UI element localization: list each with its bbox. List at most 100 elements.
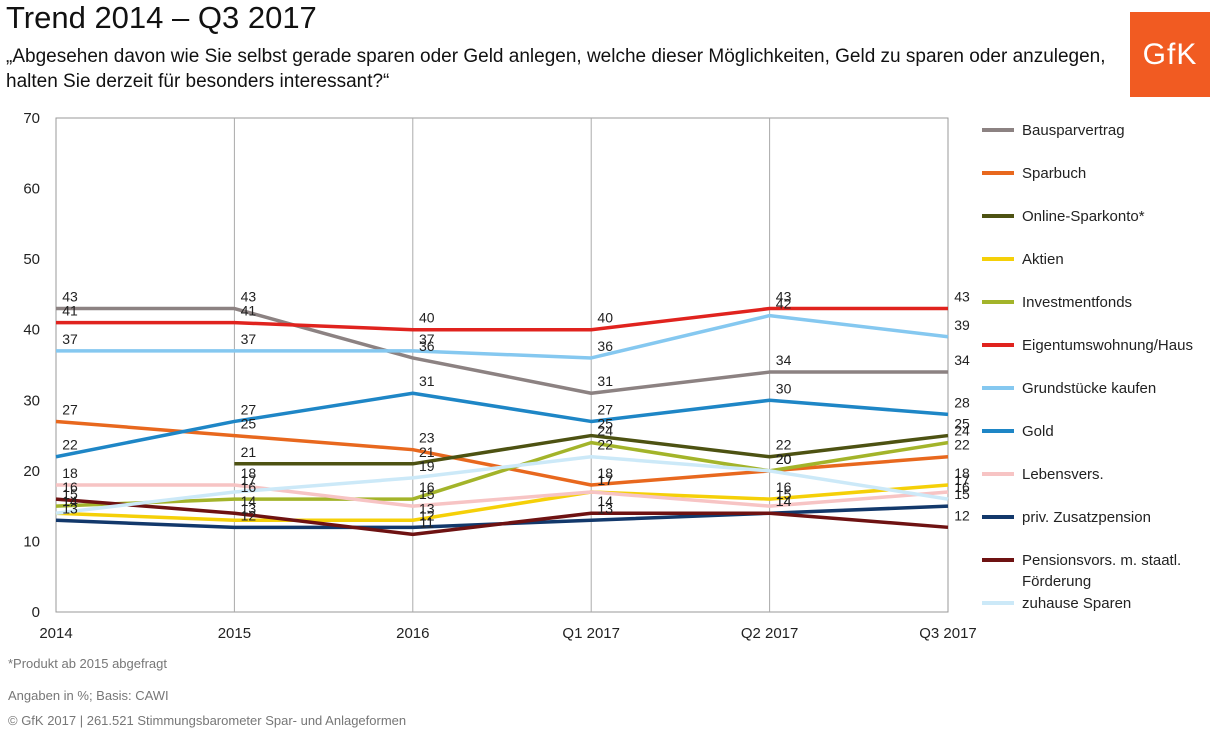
data-label: 28	[954, 394, 970, 410]
data-label: 41	[62, 303, 78, 319]
data-label: 16	[241, 479, 257, 495]
x-tick-label: Q1 2017	[562, 625, 620, 642]
data-label: 12	[419, 507, 435, 523]
data-label: 43	[62, 289, 78, 305]
data-label: 24	[954, 423, 970, 439]
legend-label: Eigentumswohnung/Haus	[1022, 337, 1193, 354]
legend-label: priv. Zusatzpension	[1022, 509, 1151, 526]
legend-label: Grundstücke kaufen	[1022, 380, 1156, 397]
data-label: 24	[597, 423, 613, 439]
series-line	[56, 483, 949, 508]
x-tick-label: 2014	[39, 625, 72, 642]
data-label: 31	[419, 373, 435, 389]
data-label: 30	[776, 380, 792, 396]
x-tick-label: 2016	[396, 625, 429, 642]
data-label: 37	[62, 331, 78, 347]
legend-label-continued: Förderung	[1022, 573, 1091, 590]
y-tick-label: 20	[23, 463, 40, 480]
data-label: 27	[62, 401, 78, 417]
x-tick-label: Q3 2017	[919, 625, 977, 642]
data-label: 36	[419, 338, 435, 354]
y-tick-label: 0	[32, 604, 40, 621]
footnote-basis: Angaben in %; Basis: CAWI	[8, 688, 169, 703]
series-line	[55, 483, 949, 523]
y-tick-label: 50	[23, 251, 40, 268]
data-label: 13	[241, 500, 257, 516]
data-label: 17	[241, 472, 257, 488]
data-label: 34	[776, 352, 792, 368]
data-label: 20	[776, 451, 792, 467]
data-label: 39	[954, 317, 970, 333]
data-label: 15	[776, 486, 792, 502]
data-label: 16	[954, 479, 970, 495]
data-label: 43	[954, 289, 970, 305]
data-label: 34	[954, 352, 970, 368]
series-line	[55, 440, 949, 508]
series-line	[55, 391, 949, 459]
data-label: 15	[419, 486, 435, 502]
data-label: 16	[62, 479, 78, 495]
legend-label: Bausparvertrag	[1022, 122, 1125, 139]
data-label: 12	[954, 507, 970, 523]
series-line	[234, 433, 949, 466]
series-line	[55, 454, 949, 515]
data-label: 40	[597, 310, 613, 326]
data-label: 27	[597, 401, 613, 417]
y-tick-label: 40	[23, 322, 40, 339]
series-line	[56, 313, 949, 360]
series-layer	[55, 306, 949, 537]
data-label: 27	[241, 401, 257, 417]
legend-label: Investmentfonds	[1022, 294, 1132, 311]
legend-label: Aktien	[1022, 251, 1064, 268]
data-label: 22	[776, 437, 792, 453]
data-label: 25	[241, 416, 257, 432]
data-label: 14	[597, 493, 613, 509]
data-label: 14	[776, 493, 792, 509]
data-label: 12	[241, 507, 257, 523]
legend: Bausparvertrag Sparbuch Online-Sparkonto* A…	[982, 122, 1193, 612]
data-label: 16	[776, 479, 792, 495]
data-label: 41	[241, 303, 257, 319]
data-label: 13	[597, 500, 613, 516]
legend-label: Gold	[1022, 423, 1054, 440]
data-label: 20	[776, 451, 792, 467]
data-label: 14	[776, 493, 792, 509]
data-label: 18	[597, 465, 613, 481]
data-label: 31	[597, 373, 613, 389]
data-label: 22	[62, 437, 78, 453]
data-label: 18	[62, 465, 78, 481]
data-label: 14	[241, 493, 257, 509]
data-label: 22	[597, 437, 613, 453]
chart-title: Trend 2014 – Q3 2017	[6, 0, 317, 35]
legend-label: Online-Sparkonto*	[1022, 208, 1145, 225]
data-label: 15	[954, 486, 970, 502]
copyright-text: © GfK 2017 | 261.521 Stimmungsbarometer …	[8, 713, 407, 728]
data-label: 20	[776, 451, 792, 467]
plot-frame	[55, 117, 949, 613]
data-label: 23	[419, 430, 435, 446]
data-label: 37	[419, 331, 435, 347]
legend-label: Pensionsvors. m. staatl.	[1022, 552, 1181, 569]
gfk-logo: GfK	[1130, 12, 1210, 97]
data-label: 11	[420, 514, 435, 530]
data-label: 17	[954, 472, 970, 488]
data-label: 22	[954, 437, 970, 453]
data-label: 37	[241, 331, 257, 347]
data-label: 25	[954, 416, 970, 432]
data-label: 18	[241, 465, 257, 481]
data-label: 14	[62, 493, 78, 509]
chart-subtitle: „Abgesehen davon wie Sie selbst gerade s…	[6, 46, 1106, 92]
data-label: 25	[597, 416, 613, 432]
y-tick-label: 10	[23, 533, 40, 550]
data-label: 42	[776, 296, 792, 312]
x-tick-label: 2015	[218, 625, 251, 642]
data-label: 15	[62, 486, 78, 502]
data-label: 21	[241, 444, 257, 460]
legend-label: Sparbuch	[1022, 165, 1086, 182]
data-label: 17	[597, 472, 613, 488]
data-label: 14	[62, 493, 78, 509]
data-label: 13	[62, 500, 78, 516]
